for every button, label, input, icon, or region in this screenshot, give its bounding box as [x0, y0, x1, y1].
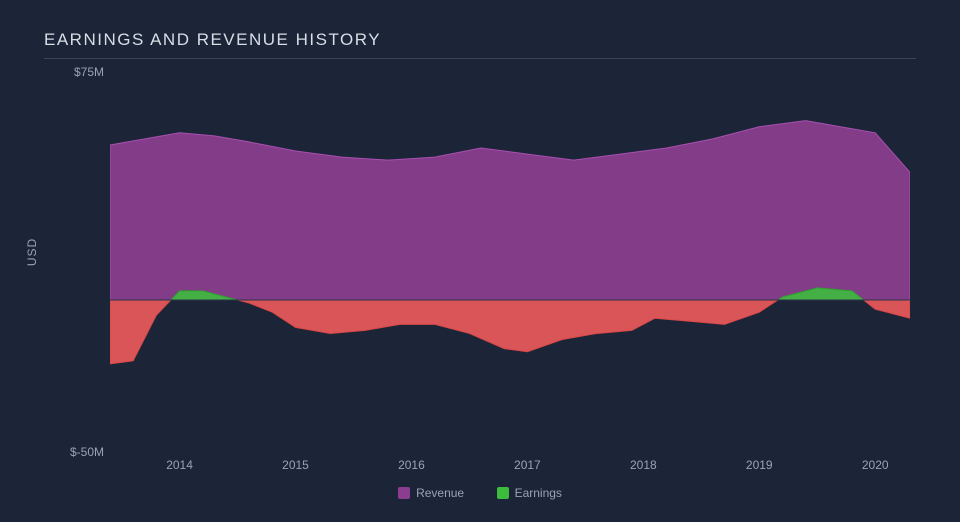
area-chart: [110, 72, 910, 452]
chart-title: EARNINGS AND REVENUE HISTORY: [44, 30, 916, 58]
legend-label-earnings: Earnings: [515, 486, 562, 500]
title-divider: [44, 58, 916, 59]
x-tick-label: 2017: [507, 458, 547, 472]
legend-item-revenue: Revenue: [398, 486, 464, 500]
y-tick-label: $75M: [44, 65, 104, 79]
x-tick-label: 2020: [855, 458, 895, 472]
legend-label-revenue: Revenue: [416, 486, 464, 500]
legend-swatch-earnings: [497, 487, 509, 499]
legend-item-earnings: Earnings: [497, 486, 562, 500]
x-tick-label: 2019: [739, 458, 779, 472]
y-axis-label: USD: [25, 238, 39, 266]
y-tick-label: $-50M: [44, 445, 104, 459]
x-tick-label: 2018: [623, 458, 663, 472]
x-tick-label: 2016: [391, 458, 431, 472]
legend: Revenue Earnings: [0, 486, 960, 504]
legend-swatch-revenue: [398, 487, 410, 499]
x-tick-label: 2014: [160, 458, 200, 472]
x-tick-label: 2015: [276, 458, 316, 472]
chart-header: EARNINGS AND REVENUE HISTORY: [44, 30, 916, 59]
